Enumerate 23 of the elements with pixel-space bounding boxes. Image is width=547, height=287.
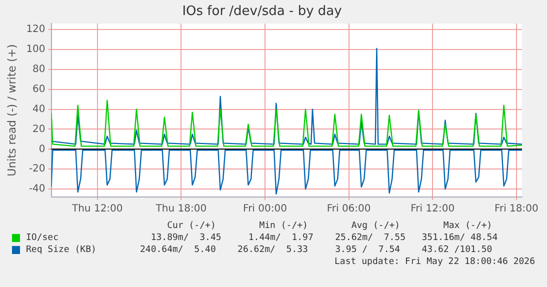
y-axis-title: Units read (-) / write (+) bbox=[5, 44, 18, 176]
y-tick-label: 0 bbox=[38, 144, 46, 155]
y-tick-label: 60 bbox=[32, 84, 46, 95]
x-tick-label: Fri 06:00 bbox=[326, 204, 371, 215]
x-tick-label: Fri 12:00 bbox=[410, 204, 455, 215]
y-tick-label: -40 bbox=[28, 184, 46, 195]
text: Cur (-/+) Min (-/+) Avg (-/+) Max (-/+) bbox=[166, 221, 492, 231]
y-tick-label: 80 bbox=[32, 64, 46, 76]
text: Last update: Fri May 22 18:00:46 2026 bbox=[334, 256, 536, 268]
legend-label: Req Size (KB) bbox=[26, 244, 98, 256]
y-tick-label: 20 bbox=[32, 124, 46, 135]
y-tick-label: 120 bbox=[26, 24, 46, 36]
y-tick-label: -20 bbox=[28, 164, 46, 175]
x-tick-label: Fri 00:00 bbox=[243, 204, 287, 215]
y-tick-label: 100 bbox=[26, 44, 46, 56]
x-tick-label: Thu 12:00 bbox=[70, 204, 123, 215]
text: 13.89m/ 3.45 1.44m/ 1.97 25.62m/ 7.55 351.16m/ 48.54 bbox=[150, 232, 498, 244]
y-tick-label: 40 bbox=[32, 104, 46, 115]
x-tick-label: Thu 18:00 bbox=[154, 204, 207, 215]
x-tick-label: Fri 18:00 bbox=[494, 204, 538, 215]
chart-title: IOs for /dev/sda - by day bbox=[182, 4, 342, 20]
legend-label: IO/sec bbox=[26, 232, 60, 244]
text: 240.64m/ 5.40 26.62m/ 5.33 3.95 / 7.54 43.62 /101.50 bbox=[140, 244, 492, 256]
